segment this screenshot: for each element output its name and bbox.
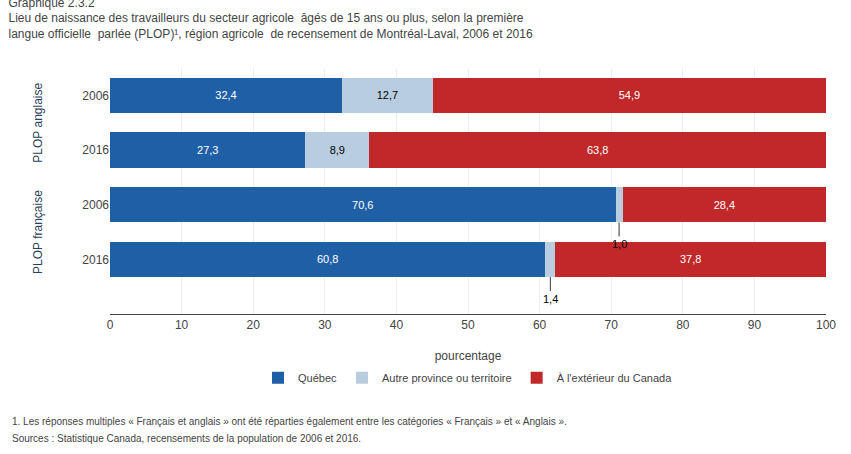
svg-text:30: 30: [318, 318, 332, 332]
svg-text:Québec: Québec: [298, 372, 337, 384]
svg-text:100: 100: [816, 318, 836, 332]
svg-text:27,3: 27,3: [197, 144, 218, 156]
svg-text:0: 0: [107, 318, 114, 332]
svg-text:pourcentage: pourcentage: [435, 349, 502, 363]
svg-text:2016: 2016: [82, 143, 109, 157]
svg-text:50: 50: [461, 318, 475, 332]
svg-text:Autre province ou territoire: Autre province ou territoire: [382, 372, 512, 384]
svg-text:1. Les réponses multiples « Fr: 1. Les réponses multiples « Français et …: [12, 416, 567, 427]
svg-text:40: 40: [390, 318, 404, 332]
svg-text:8,9: 8,9: [330, 144, 345, 156]
svg-text:37,8: 37,8: [680, 253, 701, 265]
svg-text:2006: 2006: [82, 89, 109, 103]
svg-text:60: 60: [533, 318, 547, 332]
svg-text:60,8: 60,8: [317, 253, 338, 265]
svg-text:2016: 2016: [82, 253, 109, 267]
svg-text:PLOP anglaise: PLOP anglaise: [31, 83, 45, 163]
svg-text:10: 10: [175, 318, 189, 332]
svg-text:Graphique 2.3.2Lieu de naissan: Graphique 2.3.2Lieu de naissance des tra…: [9, 0, 533, 41]
svg-text:Sources : Statistique Canada,: Sources : Statistique Canada, recensemen…: [12, 433, 361, 444]
svg-text:12,7: 12,7: [377, 89, 398, 101]
svg-text:90: 90: [748, 318, 762, 332]
svg-text:À l'extérieur du Canada: À l'extérieur du Canada: [557, 372, 672, 384]
svg-text:70,6: 70,6: [352, 199, 373, 211]
svg-text:70: 70: [605, 318, 619, 332]
svg-text:63,8: 63,8: [587, 144, 608, 156]
svg-text:PLOP française: PLOP française: [31, 190, 45, 274]
svg-text:54,9: 54,9: [619, 89, 640, 101]
svg-text:1,4: 1,4: [543, 293, 558, 305]
svg-text:28,4: 28,4: [714, 199, 735, 211]
svg-text:32,4: 32,4: [215, 89, 236, 101]
svg-text:1,0: 1,0: [612, 238, 627, 250]
svg-text:2006: 2006: [82, 198, 109, 212]
svg-text:80: 80: [676, 318, 690, 332]
svg-text:20: 20: [247, 318, 261, 332]
